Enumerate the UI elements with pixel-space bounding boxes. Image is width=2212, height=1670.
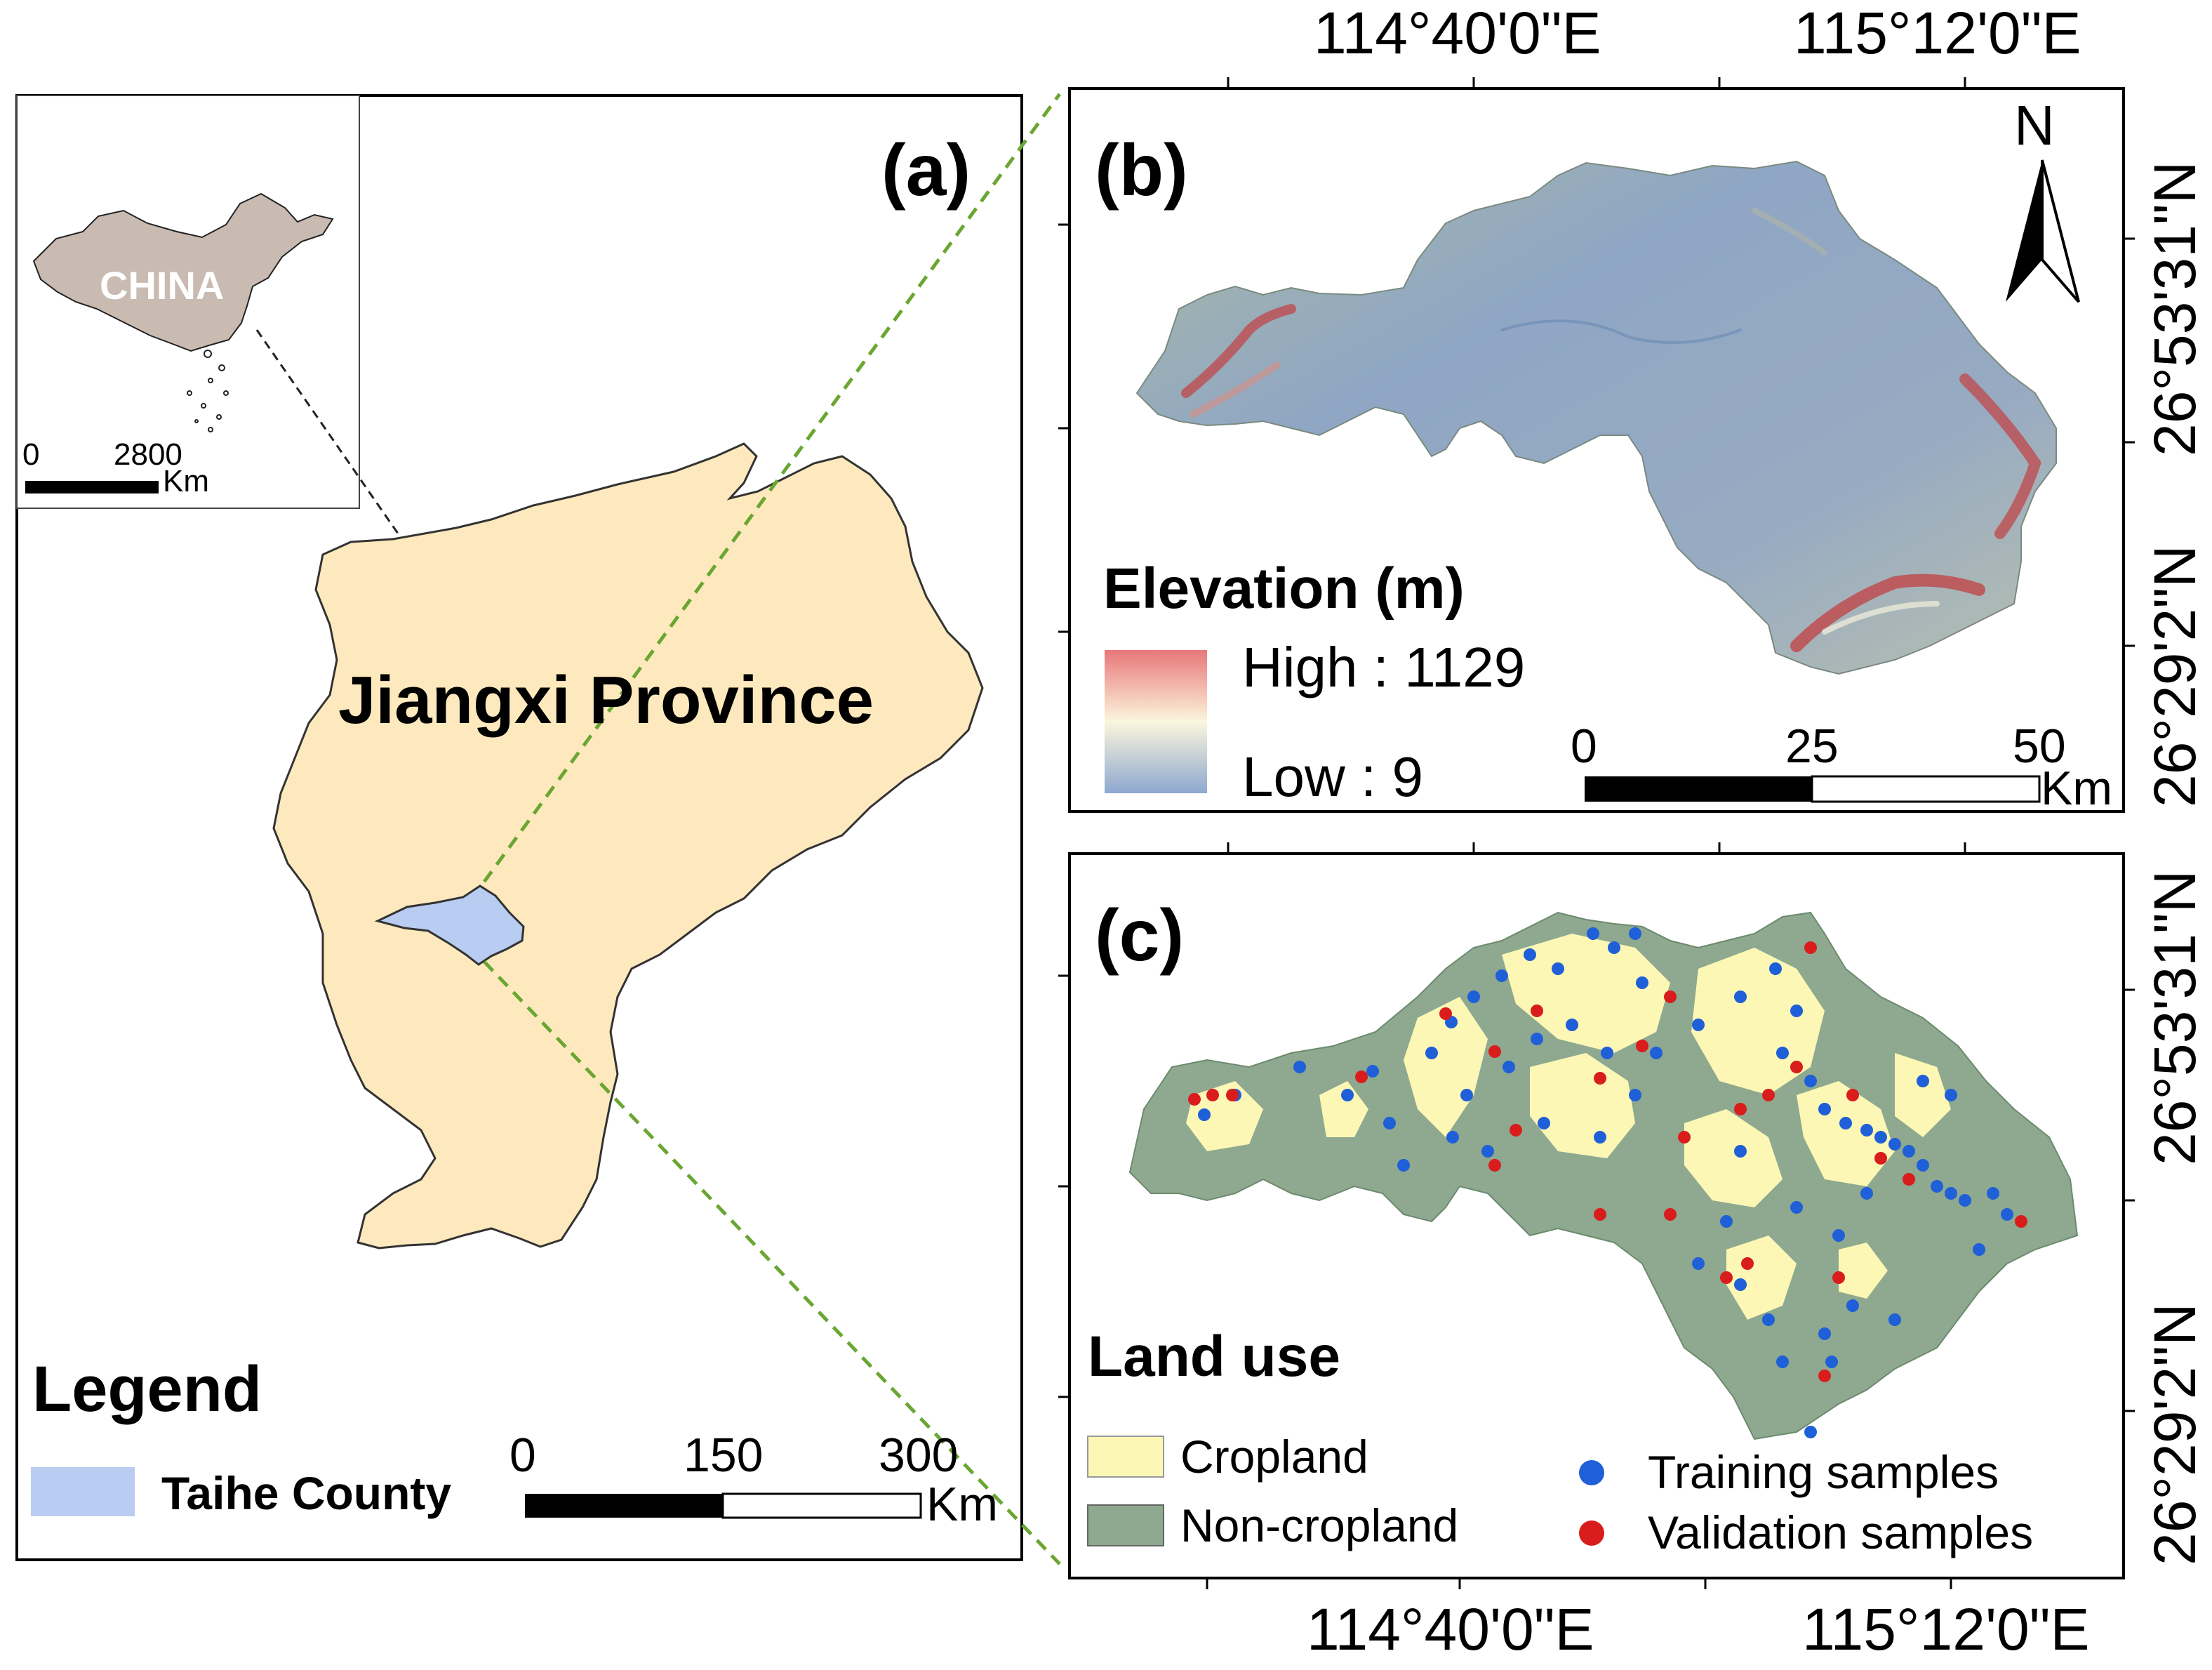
scale-a-mid: 150 <box>684 1429 763 1482</box>
validation-samples <box>1188 941 2027 1382</box>
scale-b-max: 50 <box>2013 720 2066 773</box>
scale-a-zero: 0 <box>509 1429 536 1482</box>
panel-a: CHINA 0 2800 Km (a) Jiangxi Province Leg… <box>15 93 1062 1565</box>
north-label: N <box>2014 94 2055 157</box>
landuse-title: Land use <box>1088 1325 1340 1389</box>
scale-b-unit: Km <box>2041 762 2112 815</box>
panel-b: 114°40'0"E 115°12'0"E (b) N <box>1058 0 2135 815</box>
noncropland-label: Non-cropland <box>1180 1499 1458 1551</box>
lat2-label-c: 26°29'2"N <box>2142 1303 2208 1565</box>
panel-b-ticks <box>1058 77 2135 647</box>
scale-b-zero: 0 <box>1571 720 1597 773</box>
training-label: Training samples <box>1648 1446 1999 1498</box>
noncropland-swatch <box>1087 1504 1164 1546</box>
panel-b-label: (b) <box>1095 130 1188 211</box>
validation-label: Validation samples <box>1648 1506 2033 1558</box>
scale-b-mid: 25 <box>1785 720 1839 773</box>
panel-c-ticks <box>1058 842 2135 1589</box>
scale-bar-b: 0 25 50 Km <box>1571 720 2112 815</box>
inset-scale-max: 2800 <box>114 437 182 472</box>
province-label: Jiangxi Province <box>338 663 874 738</box>
lat1-label-b: 26°53'31"N <box>2142 161 2208 456</box>
inset-leader-line <box>255 329 404 541</box>
landuse-legend: Land use Cropland Non-cropland Training … <box>1087 1325 2033 1558</box>
elevation-high: High : 1129 <box>1242 636 1525 698</box>
legend-title: Legend <box>32 1353 262 1425</box>
china-label: CHINA <box>100 263 224 307</box>
bottom-lon2-label: 115°12'0"E <box>1802 1596 2090 1662</box>
legend-a: Legend Taihe County <box>31 1353 451 1519</box>
cropland-label: Cropland <box>1180 1431 1368 1483</box>
elevation-legend: Elevation (m) High : 1129 Low : 9 <box>1103 557 1525 808</box>
scale-a-max: 300 <box>879 1429 958 1482</box>
lat2-label-b: 26°29'2"N <box>2142 545 2208 807</box>
scale-a-unit: Km <box>926 1478 998 1531</box>
jiangxi-province <box>272 442 984 1250</box>
inset-scale-unit: Km <box>163 464 209 498</box>
noncropland-area <box>1128 911 2079 1440</box>
scale-bar-a: 0 150 300 Km <box>509 1429 998 1531</box>
top-lon1-label: 114°40'0"E <box>1314 0 1601 66</box>
panel-c: (c) Land use Cropland Non-cropland Train… <box>1058 842 2135 1662</box>
legend-county-label: Taihe County <box>161 1467 451 1519</box>
cropland-patches <box>1186 934 1951 1320</box>
legend-county-swatch <box>31 1467 135 1516</box>
top-lon2-label: 115°12'0"E <box>1794 0 2081 66</box>
cropland-swatch <box>1087 1436 1164 1478</box>
elevation-low: Low : 9 <box>1242 745 1423 808</box>
dem-relief <box>1181 208 2041 652</box>
china-shape <box>32 192 334 352</box>
dem-raster <box>1135 160 2057 675</box>
north-arrow: N <box>2006 94 2080 303</box>
bottom-lon1-label: 114°40'0"E <box>1307 1596 1594 1662</box>
connector-lines <box>482 93 1062 1565</box>
training-swatch <box>1579 1460 1604 1485</box>
training-samples <box>1198 927 2013 1438</box>
islands <box>187 350 229 432</box>
taihe-county <box>374 884 525 966</box>
elevation-title: Elevation (m) <box>1103 557 1465 621</box>
validation-swatch <box>1579 1520 1604 1546</box>
panel-c-label: (c) <box>1095 895 1184 976</box>
elevation-ramp <box>1105 650 1207 793</box>
inset-scale-zero: 0 <box>22 437 39 472</box>
china-inset: CHINA 0 2800 Km <box>16 95 360 509</box>
lat1-label-c: 26°53'31"N <box>2142 870 2208 1165</box>
panel-a-label: (a) <box>881 130 971 211</box>
